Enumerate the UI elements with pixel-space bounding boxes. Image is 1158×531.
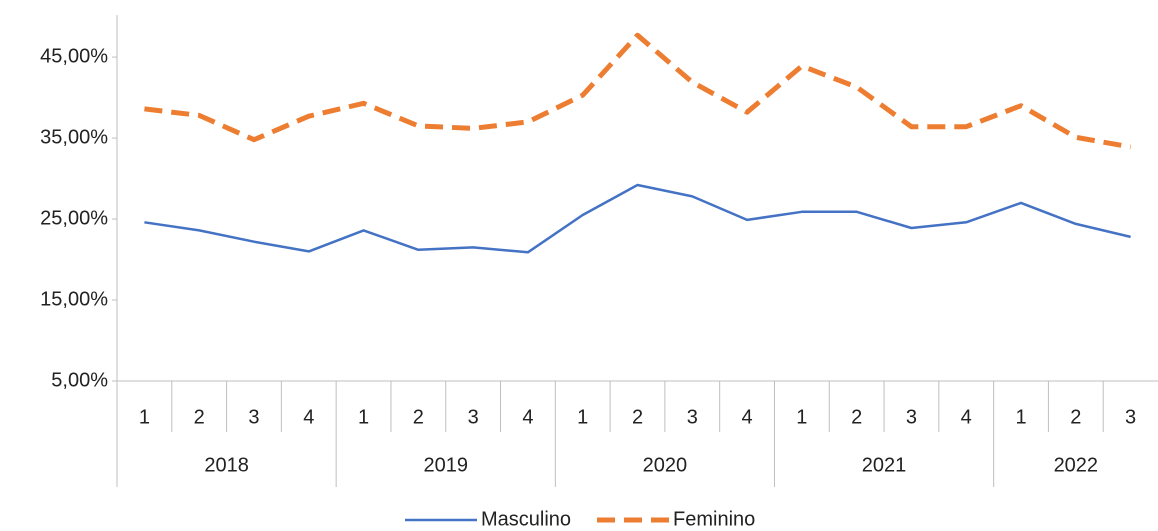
x-tick-label: 3 xyxy=(468,406,479,428)
x-tick-label: 1 xyxy=(358,406,369,428)
legend-label: Feminino xyxy=(673,508,755,530)
x-group-label: 2022 xyxy=(1054,454,1099,476)
y-tick-label: 5,00% xyxy=(51,369,108,391)
y-tick-label: 15,00% xyxy=(40,288,108,310)
y-tick-label: 45,00% xyxy=(40,45,108,67)
x-tick-label: 3 xyxy=(687,406,698,428)
x-tick-label: 2 xyxy=(194,406,205,428)
x-tick-label: 2 xyxy=(632,406,643,428)
x-tick-label: 4 xyxy=(522,406,533,428)
y-tick-label: 25,00% xyxy=(40,207,108,229)
x-tick-label: 1 xyxy=(139,406,150,428)
x-group-label: 2018 xyxy=(204,454,249,476)
y-tick-label: 35,00% xyxy=(40,126,108,148)
x-tick-label: 2 xyxy=(851,406,862,428)
x-group-label: 2020 xyxy=(643,454,688,476)
x-tick-label: 1 xyxy=(1015,406,1026,428)
x-tick-label: 3 xyxy=(1125,406,1136,428)
x-tick-label: 1 xyxy=(796,406,807,428)
x-tick-label: 4 xyxy=(742,406,753,428)
series-line xyxy=(144,183,1131,254)
legend-label: Masculino xyxy=(481,508,571,530)
x-tick-label: 2 xyxy=(1070,406,1081,428)
x-tick-label: 4 xyxy=(961,406,972,428)
x-tick-label: 4 xyxy=(303,406,314,428)
x-group-label: 2021 xyxy=(862,454,907,476)
x-tick-label: 3 xyxy=(248,406,259,428)
x-tick-label: 1 xyxy=(577,406,588,428)
x-tick-label: 2 xyxy=(413,406,424,428)
series-line xyxy=(144,32,1132,150)
x-group-label: 2019 xyxy=(423,454,468,476)
x-tick-label: 3 xyxy=(906,406,917,428)
